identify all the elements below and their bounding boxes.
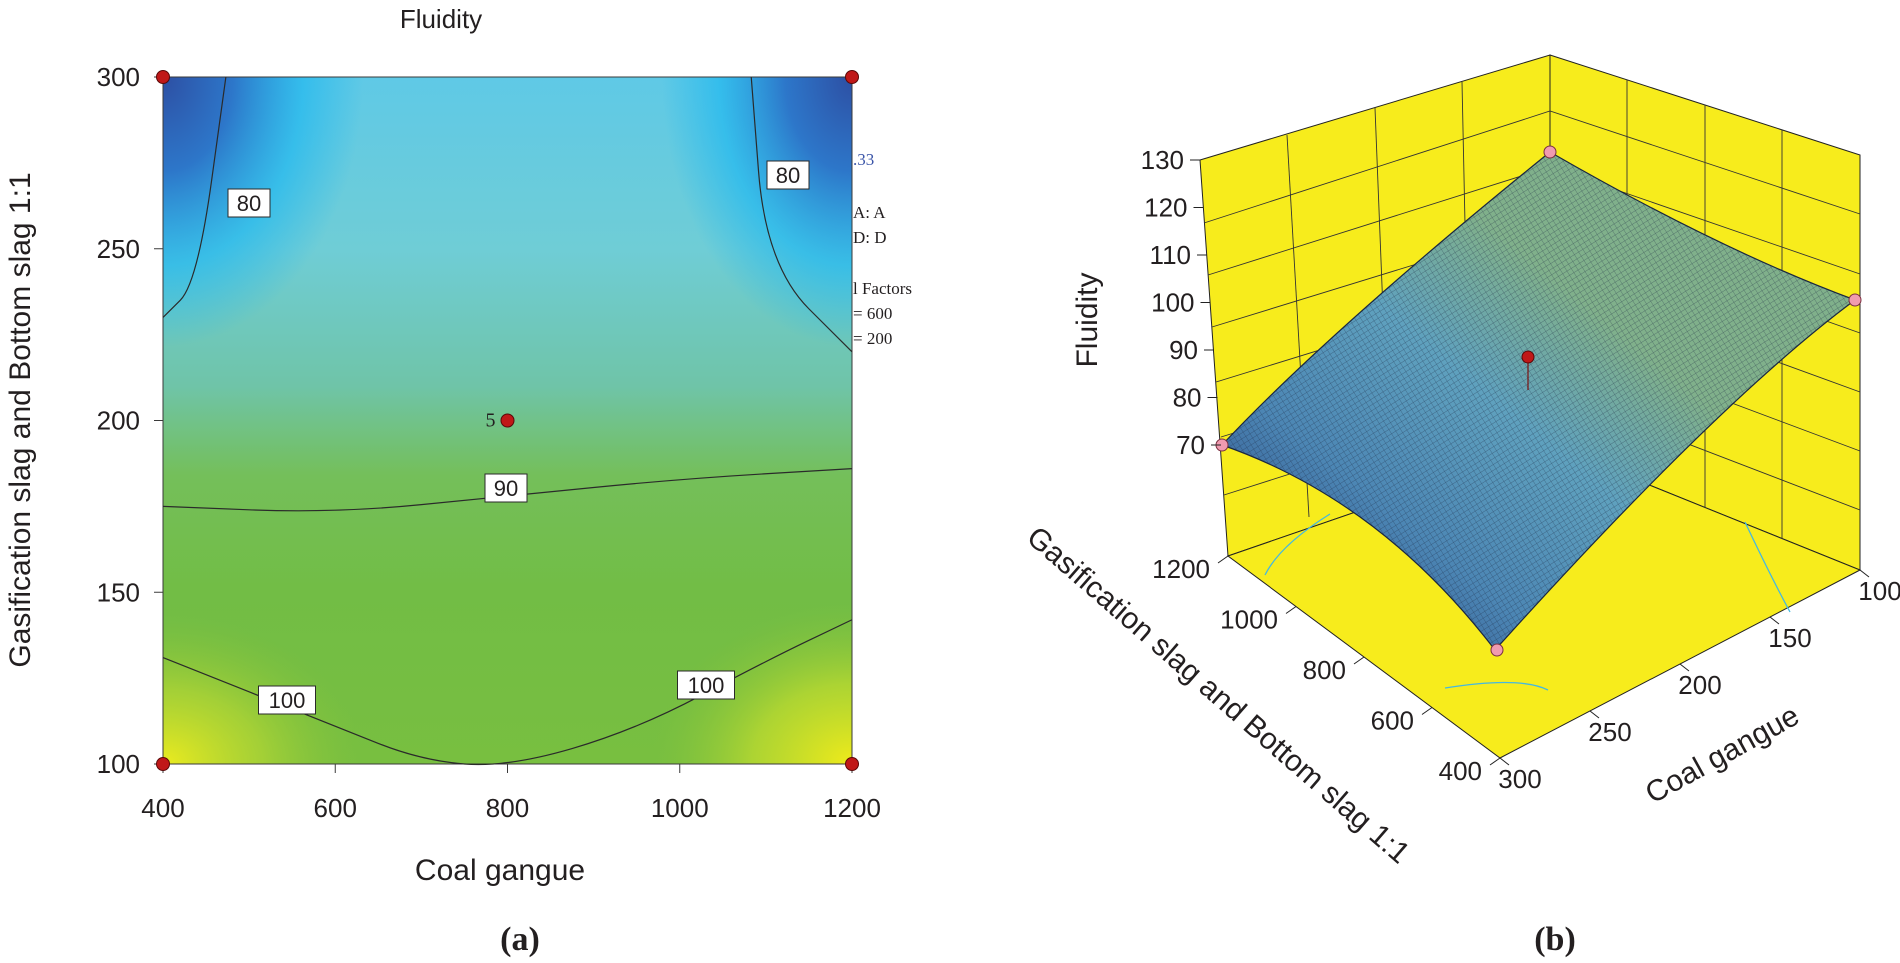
z-tick-label: 90 <box>1169 335 1198 365</box>
coal-tick-label: 250 <box>1588 717 1631 747</box>
y-tick-label: 150 <box>97 577 140 607</box>
slag-tick-mark <box>1489 757 1501 766</box>
y-tick-label: 250 <box>97 234 140 264</box>
design-point <box>1543 145 1557 159</box>
design-point <box>845 757 859 771</box>
y-axis-label: Gasification slag and Bottom slag 1:1 <box>4 172 37 667</box>
z-tick-label: 110 <box>1150 240 1191 270</box>
x-tick-label: 1000 <box>651 793 709 823</box>
slag-tick-label: 1200 <box>1152 554 1210 584</box>
slag-tick-label: 400 <box>1439 756 1482 786</box>
slag-tick-label: 600 <box>1371 706 1414 736</box>
x-tick-label: 600 <box>314 793 357 823</box>
slag-tick-mark <box>1353 656 1365 665</box>
contour-line <box>162 76 227 318</box>
surface-panel-b: 70 80 90 100 110 120 130 400 600 800 1000 1200 300… <box>1020 54 1900 958</box>
z-tick-label: 100 <box>1151 288 1194 318</box>
chart-title: Fluidity <box>400 4 482 34</box>
legend-fragment: .33 <box>853 150 874 169</box>
slag-tick-mark <box>1217 555 1229 564</box>
x-tick-label: 400 <box>141 793 184 823</box>
coal-tick-mark <box>1859 569 1870 578</box>
contour-labels: 80 80 90 100 100 <box>227 160 810 715</box>
design-point <box>156 70 170 84</box>
z-tick-label: 130 <box>1141 145 1184 175</box>
coal-tick-mark <box>1589 710 1600 719</box>
y-tick-label: 300 <box>97 62 140 92</box>
occluded-legend: .33 A: A D: D l Factors = 600 = 200 <box>853 150 912 348</box>
coal-tick-label: 100 <box>1858 576 1900 606</box>
y-tick-label: 200 <box>97 406 140 436</box>
design-point <box>1848 293 1862 307</box>
design-points: 5 <box>156 70 859 771</box>
coal-tick-mark <box>1769 616 1780 625</box>
legend-fragment: l Factors <box>853 279 912 298</box>
coal-gangue-axis-ticks: 300 250 200 150 100 <box>1498 569 1900 794</box>
z-tick-label: 120 <box>1144 193 1187 223</box>
slag-tick-label: 1000 <box>1220 605 1278 635</box>
z-tick-label: 70 <box>1176 430 1205 460</box>
x-axis-ticks: 400 600 800 1000 1200 <box>141 764 881 823</box>
coal-gangue-axis-label: Coal gangue <box>1640 699 1805 810</box>
coal-tick-label: 300 <box>1498 764 1541 794</box>
legend-fragment: D: D <box>853 228 887 247</box>
contour-line <box>162 467 853 512</box>
replicate-count: 5 <box>486 410 496 432</box>
y-tick-label: 100 <box>97 749 140 779</box>
contour-value: 80 <box>776 163 800 188</box>
contour-label: 80 <box>227 188 271 218</box>
contour-label: 90 <box>484 473 528 503</box>
x-tick-label: 1200 <box>823 793 881 823</box>
center-point <box>1521 350 1535 364</box>
slag-axis-ticks: 400 600 800 1000 1200 <box>1152 554 1501 786</box>
panel-label-b: (b) <box>1534 921 1576 958</box>
coal-tick-label: 150 <box>1768 623 1811 653</box>
x-axis-label: Coal gangue <box>415 854 585 887</box>
panel-label-a: (a) <box>500 921 540 958</box>
contour-label: 80 <box>766 160 810 190</box>
contour-label: 100 <box>677 670 735 700</box>
coal-tick-label: 200 <box>1678 670 1721 700</box>
contour-value: 100 <box>269 688 306 713</box>
legend-fragment: = 600 <box>853 304 892 323</box>
coal-tick-mark <box>1499 757 1510 766</box>
surface-design-points <box>1215 145 1862 657</box>
legend-fragment: = 200 <box>853 329 892 348</box>
design-point <box>156 757 170 771</box>
slag-tick-label: 800 <box>1303 655 1346 685</box>
z-tick-label: 80 <box>1173 383 1202 413</box>
design-point <box>500 413 515 428</box>
contour-value: 90 <box>494 476 518 501</box>
x-tick-label: 800 <box>486 793 529 823</box>
y-axis-ticks: 100 150 200 250 300 <box>97 62 163 779</box>
z-axis-ticks: 70 80 90 100 110 120 130 <box>1141 145 1221 460</box>
design-point <box>1490 643 1504 657</box>
contour-label: 100 <box>258 685 316 715</box>
contour-value: 100 <box>688 673 725 698</box>
contour-line <box>750 76 853 353</box>
coal-tick-mark <box>1679 663 1690 672</box>
slag-tick-mark <box>1285 606 1297 614</box>
design-point <box>845 70 859 84</box>
z-axis-label: Fluidity <box>1071 272 1104 367</box>
legend-fragment: A: A <box>853 203 886 222</box>
contour-value: 80 <box>237 191 261 216</box>
slag-tick-mark <box>1421 707 1433 715</box>
